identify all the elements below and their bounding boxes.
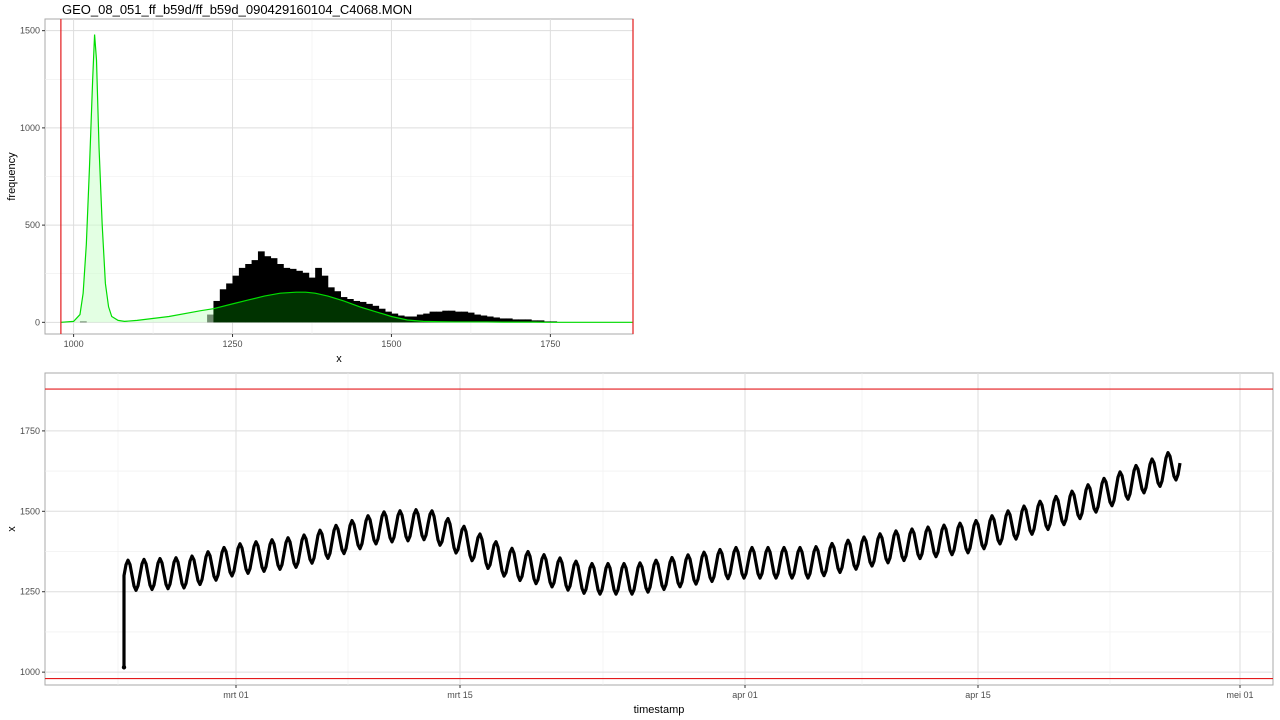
hist-x-tick-label: 1500 bbox=[381, 339, 401, 349]
histogram-bar bbox=[270, 258, 278, 323]
ts-x-axis-title: timestamp bbox=[634, 704, 685, 716]
histogram-bar bbox=[257, 251, 265, 323]
timeseries-line bbox=[122, 451, 1182, 668]
histogram-bar bbox=[264, 256, 272, 323]
histogram-bar bbox=[448, 310, 456, 323]
histogram-bar bbox=[524, 319, 532, 323]
histogram-bar bbox=[461, 311, 469, 323]
histogram-bar bbox=[442, 310, 450, 323]
histogram-bar bbox=[505, 318, 513, 323]
histogram-bar bbox=[531, 320, 539, 323]
ts-y-tick-label: 1250 bbox=[20, 587, 40, 597]
hist-y-tick-label: 500 bbox=[25, 220, 40, 230]
ts-x-tick-label: mrt 01 bbox=[223, 690, 249, 700]
histogram-bar bbox=[480, 315, 488, 323]
histogram-bar bbox=[493, 317, 500, 323]
histogram-bar bbox=[245, 264, 252, 323]
ts-x-tick-label: apr 01 bbox=[732, 690, 758, 700]
ts-y-tick-label: 1000 bbox=[20, 667, 40, 677]
histogram-bar bbox=[238, 267, 246, 323]
histogram-bar bbox=[429, 311, 437, 323]
hist-y-tick-label: 1500 bbox=[20, 26, 40, 36]
timeseries-panel: mrt 01 mrt 15 apr 01 apr 15 mei 01 1000 1250 15… bbox=[6, 372, 1274, 716]
density-overlap-area bbox=[213, 292, 551, 323]
ts-y-tick-label: 1750 bbox=[20, 426, 40, 436]
hist-x-axis-title: x bbox=[336, 353, 342, 365]
chart-title: GEO_08_051_ff_b59d/ff_b59d_090429160104_… bbox=[62, 2, 413, 17]
histogram-bar bbox=[486, 316, 494, 323]
hist-y-axis-title: frequency bbox=[6, 152, 18, 201]
density-line bbox=[60, 34, 633, 323]
histogram-bar bbox=[518, 319, 526, 323]
ts-y-tick-label: 1500 bbox=[20, 506, 40, 516]
histogram-bar bbox=[435, 311, 443, 323]
histogram-bar bbox=[410, 316, 418, 323]
timeseries-first-point bbox=[121, 665, 127, 670]
hist-y-tick-label: 1000 bbox=[20, 123, 40, 133]
ts-x-tick-label: apr 15 bbox=[965, 690, 991, 700]
histogram-bar bbox=[251, 260, 259, 323]
histogram-bar bbox=[416, 314, 424, 323]
hist-y-tick-label: 0 bbox=[35, 317, 40, 327]
hist-x-tick-label: 1750 bbox=[540, 339, 560, 349]
histogram-bar bbox=[474, 314, 481, 323]
histogram-bar bbox=[537, 320, 545, 323]
histogram-bar bbox=[232, 275, 240, 323]
histogram-bar bbox=[499, 318, 507, 323]
ts-x-tick-label: mei 01 bbox=[1226, 690, 1253, 700]
ts-panel-background bbox=[44, 372, 1274, 686]
histogram-panel: 1000 1250 1500 1750 0 500 1000 1500 x frequency bbox=[6, 18, 634, 365]
ts-y-axis-title: x bbox=[6, 526, 18, 532]
hist-x-tick-label: 1000 bbox=[64, 339, 84, 349]
hist-x-tick-label: 1250 bbox=[223, 339, 243, 349]
ts-x-tick-label: mrt 15 bbox=[447, 690, 473, 700]
histogram-bar bbox=[423, 313, 430, 323]
histogram-bar bbox=[226, 283, 233, 323]
histogram-bar bbox=[467, 312, 475, 323]
histogram-bar bbox=[455, 311, 462, 323]
histogram-bar bbox=[512, 319, 519, 323]
